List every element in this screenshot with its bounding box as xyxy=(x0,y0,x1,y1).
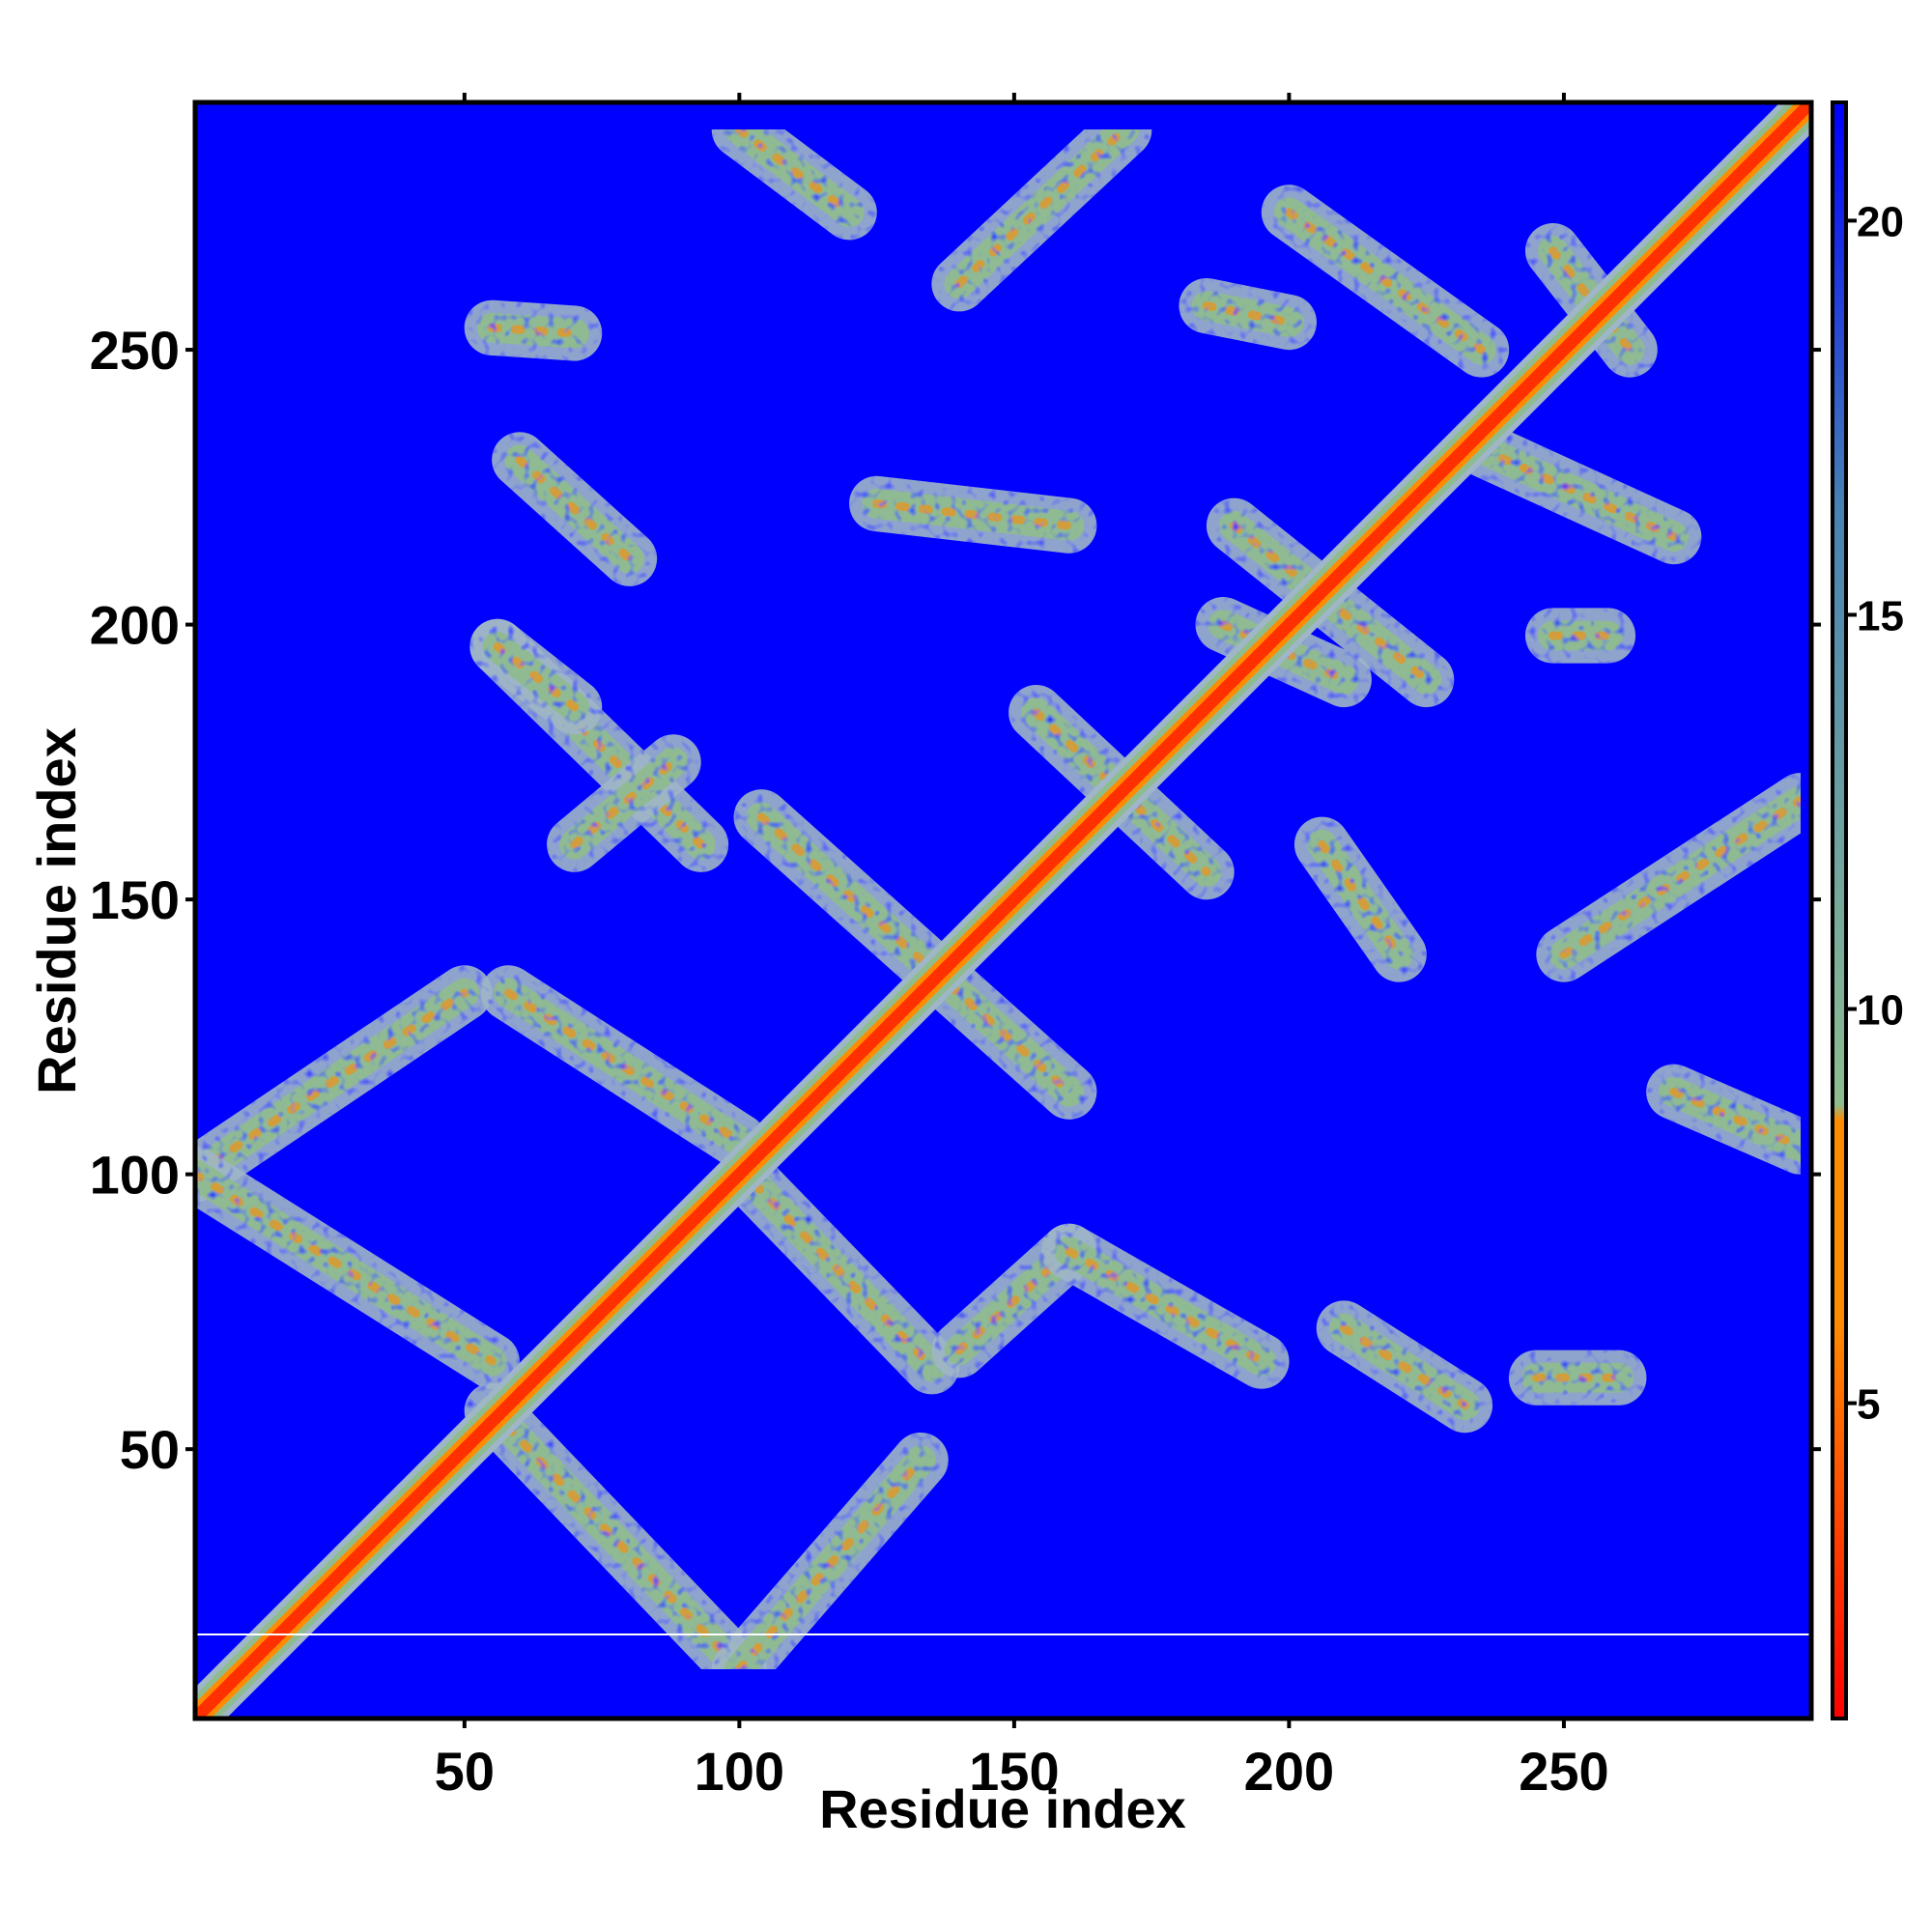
colorbar-tick-label: 5 xyxy=(1857,1381,1880,1429)
contact-band-9 xyxy=(733,789,1097,1120)
y-tick-label: 150 xyxy=(90,869,180,930)
contact-band-29 xyxy=(1536,773,1811,982)
x-tick-label: 100 xyxy=(695,1741,784,1802)
contact-band-1 xyxy=(195,965,493,1203)
x-tick-label: 50 xyxy=(435,1741,495,1802)
contact-band-26 xyxy=(1293,816,1427,982)
contact-band-14 xyxy=(464,299,603,361)
plot-frame xyxy=(192,99,1814,1721)
contact-band-20 xyxy=(1261,185,1510,378)
colorbar-tick-label: 15 xyxy=(1857,592,1904,639)
contact-band-3 xyxy=(464,1382,767,1697)
contact-band-13 xyxy=(492,432,658,586)
x-tick-label: 250 xyxy=(1519,1741,1608,1802)
colorbar-tick-label: 20 xyxy=(1857,198,1904,245)
contact-band-17 xyxy=(849,475,1097,554)
contact-band-2 xyxy=(195,1147,520,1389)
contact-band-22 xyxy=(1453,420,1702,565)
contact-band-15 xyxy=(711,102,877,241)
contact-band-10 xyxy=(727,1157,960,1395)
contact-band-12 xyxy=(1041,1223,1290,1389)
x-tick-label: 150 xyxy=(969,1741,1059,1802)
contact-band-5 xyxy=(480,965,767,1170)
y-tick-label: 100 xyxy=(90,1145,180,1206)
diagonal-layer-4 xyxy=(195,102,1811,1719)
y-tick-label: 250 xyxy=(90,320,180,381)
colorbar-ticks: 5 10 15 20 xyxy=(1846,198,1904,1429)
contact-band-8 xyxy=(547,734,701,872)
contact-band-16 xyxy=(931,102,1152,312)
contact-band-21 xyxy=(1179,277,1318,351)
contact-band-30 xyxy=(1646,1064,1811,1175)
x-tick-label: 200 xyxy=(1244,1741,1334,1802)
y-axis: 50 100 150 200 250 xyxy=(90,320,1821,1480)
colorbar: 5 10 15 20 xyxy=(1831,100,1904,1720)
colorbar-gradient xyxy=(1831,100,1848,1720)
colorbar-tick-label: 10 xyxy=(1857,987,1904,1035)
y-tick-label: 200 xyxy=(90,595,180,656)
contact-band-27 xyxy=(1316,1300,1493,1434)
y-tick-label: 50 xyxy=(120,1419,180,1480)
x-axis: 50 100 150 200 250 xyxy=(435,93,1609,1802)
diagonal-band xyxy=(195,102,1811,1719)
heatmap-panel xyxy=(192,99,1814,1721)
contact-band-7 xyxy=(469,618,603,735)
y-axis-title: Residue index xyxy=(26,727,87,1094)
x-axis-title: Residue index xyxy=(819,1778,1186,1839)
